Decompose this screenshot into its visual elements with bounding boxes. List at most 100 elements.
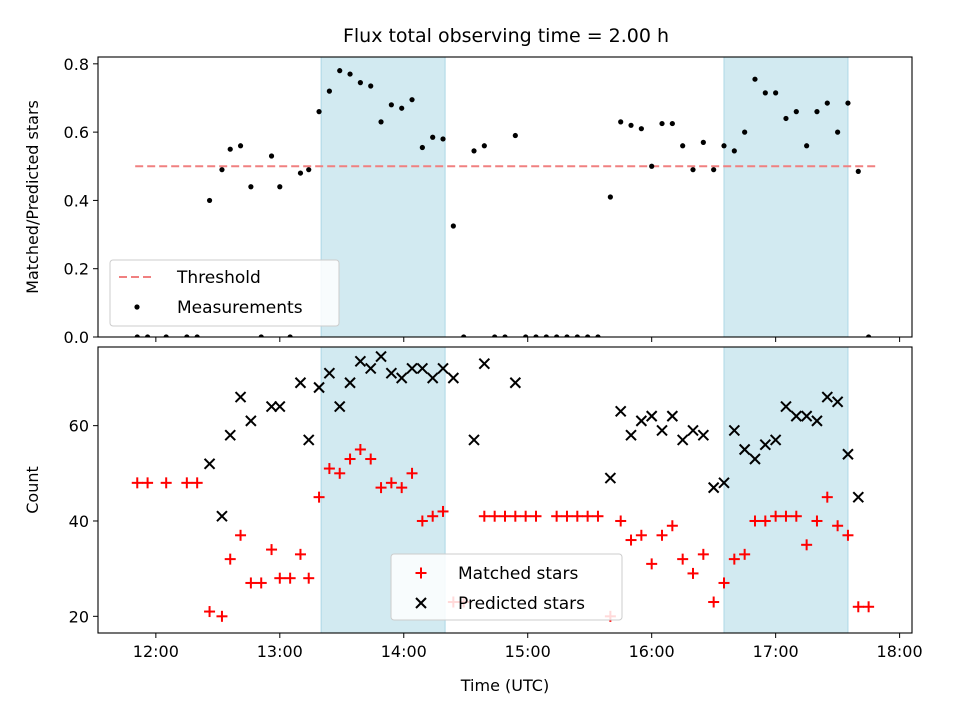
matched-point	[646, 558, 658, 570]
matched-point	[216, 610, 228, 622]
measurement-point	[227, 146, 233, 152]
matched-point	[365, 453, 377, 465]
predicted-point	[294, 377, 307, 389]
measurement-point	[461, 334, 467, 337]
measurement-point	[144, 334, 151, 337]
predicted-point	[769, 434, 782, 446]
y-tick-label: 0.4	[64, 191, 89, 210]
predicted-point	[406, 362, 418, 375]
matched-point	[160, 477, 172, 489]
predicted-point	[738, 443, 751, 456]
measurement-point	[773, 90, 779, 96]
measurement-point	[347, 71, 353, 77]
matched-point	[406, 467, 418, 479]
measurement-point	[163, 334, 169, 337]
matched-point	[842, 529, 854, 541]
x-tick-label: 16:00	[629, 642, 675, 661]
matched-point	[821, 491, 833, 503]
predicted-point	[468, 434, 480, 446]
legend-measurements-swatch	[134, 304, 140, 310]
y-tick-label: 40	[69, 512, 89, 531]
x-tick-label: 15:00	[505, 642, 551, 661]
matched-point	[635, 529, 647, 541]
matched-point	[520, 510, 532, 522]
predicted-point	[676, 434, 689, 446]
measurement-point	[804, 143, 810, 149]
matched-point	[303, 572, 315, 584]
matched-point	[708, 596, 720, 608]
figure-title: Flux total observing time = 2.00 h	[343, 25, 669, 47]
predicted-point	[718, 477, 730, 489]
measurement-point	[824, 100, 830, 106]
measurement-point	[669, 120, 675, 127]
matched-point	[294, 548, 306, 560]
matched-point	[592, 510, 604, 522]
matched-point	[204, 606, 216, 618]
measurement-point	[419, 144, 425, 151]
legend-threshold-label: Threshold	[176, 268, 261, 288]
x-tick-label: 13:00	[257, 642, 303, 661]
matched-point	[656, 529, 668, 541]
measurement-point	[237, 143, 244, 149]
measurement-point	[409, 97, 415, 103]
predicted-point	[842, 448, 854, 460]
matched-point	[427, 510, 439, 522]
measurement-point	[574, 334, 580, 337]
measurement-point	[297, 170, 304, 176]
measurement-point	[219, 167, 225, 173]
top-panel: 0.0 0.2 0.4 0.6 0.8 Matched/Predicted stars Th…	[23, 55, 913, 347]
measurement-point	[306, 167, 312, 173]
predicted-point	[687, 424, 699, 437]
predicted-point	[790, 410, 803, 422]
measurement-point	[440, 136, 446, 142]
measurement-point	[512, 132, 518, 139]
measurement-point	[659, 120, 665, 127]
measurement-point	[585, 334, 591, 337]
plot-area	[134, 57, 879, 337]
predicted-point	[323, 367, 336, 379]
predicted-point	[635, 415, 648, 427]
matched-point	[375, 482, 387, 494]
measurement-point	[638, 126, 644, 132]
matched-point	[571, 510, 583, 522]
matched-point	[780, 510, 792, 522]
matched-point	[551, 510, 563, 522]
measurement-point	[523, 334, 529, 337]
measurement-point	[492, 334, 498, 337]
measurement-point	[855, 168, 861, 174]
measurement-point	[533, 334, 539, 337]
matched-point	[142, 477, 154, 489]
measurement-point	[628, 122, 634, 128]
matched-point	[759, 515, 771, 527]
predicted-point	[697, 429, 710, 441]
matched-point	[801, 539, 813, 551]
predicted-point	[303, 434, 315, 446]
x-tick-label: 17:00	[753, 642, 799, 661]
predicted-point	[759, 439, 772, 451]
measurement-point	[268, 153, 275, 159]
matched-point	[131, 477, 143, 489]
matched-point	[416, 515, 428, 527]
matched-point	[852, 601, 864, 613]
matched-point	[728, 553, 740, 565]
predicted-point	[426, 372, 439, 384]
measurement-point	[326, 88, 332, 94]
legend-box	[390, 553, 623, 621]
matched-point	[625, 534, 637, 546]
measurement-point	[337, 68, 343, 74]
predicted-point	[604, 472, 617, 484]
measurement-point	[450, 223, 456, 229]
predicted-point	[265, 400, 278, 413]
matched-point	[811, 515, 823, 527]
predicted-point	[203, 458, 216, 470]
matched-point	[697, 548, 709, 560]
matched-point	[191, 477, 203, 489]
matched-point	[396, 482, 408, 494]
legend: Matched stars Predicted stars	[390, 553, 623, 621]
measurement-point	[762, 90, 768, 96]
predicted-point	[354, 355, 367, 368]
y-tick-label: 0.6	[64, 123, 89, 142]
matched-point	[509, 510, 521, 522]
bottom-panel: 12:00 13:00 14:00 15:00 16:00 17:00 18:00 20 40 6…	[23, 346, 923, 695]
